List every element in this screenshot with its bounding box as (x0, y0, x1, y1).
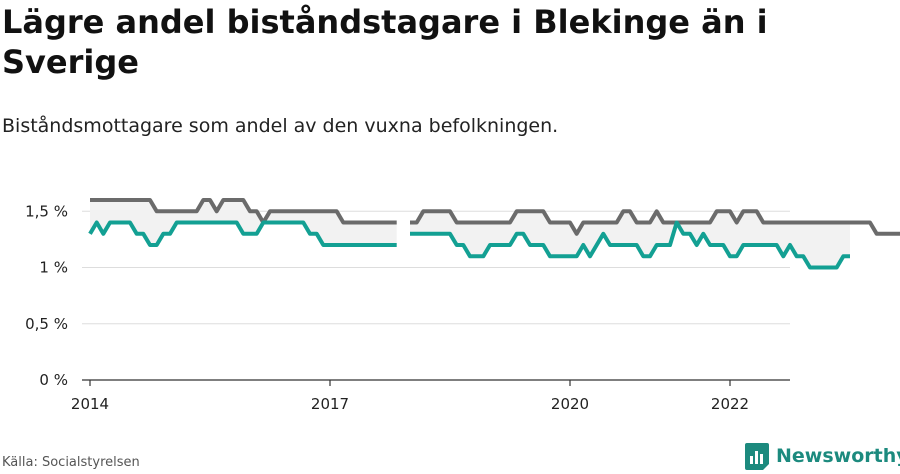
series-line-sverige (90, 198, 397, 225)
y-tick-label: 0 % (39, 371, 68, 389)
series-line-blekinge (88, 220, 397, 247)
x-tick-label: 2014 (71, 395, 109, 413)
series-line-blekinge (410, 220, 850, 270)
y-tick-label: 1,5 % (25, 202, 68, 220)
gap-area (410, 211, 850, 268)
bar-chart-icon (745, 443, 769, 470)
chart-subtitle: Biståndsmottagare som andel av den vuxna… (2, 115, 559, 137)
series-line-sverige (410, 209, 900, 236)
x-tick-label: 2022 (711, 395, 749, 413)
x-tick-label: 2020 (551, 395, 589, 413)
brand-name: Newsworthy (776, 445, 900, 467)
x-tick-label: 2017 (311, 395, 349, 413)
chart-title: Lägre andel biståndstagare i Blekinge än… (2, 3, 768, 81)
source-note: Källa: Socialstyrelsen (2, 455, 140, 470)
y-tick-label: 0,5 % (25, 315, 68, 333)
y-tick-label: 1 % (39, 259, 68, 277)
brand-logo[interactable]: Newsworthy (744, 440, 900, 472)
